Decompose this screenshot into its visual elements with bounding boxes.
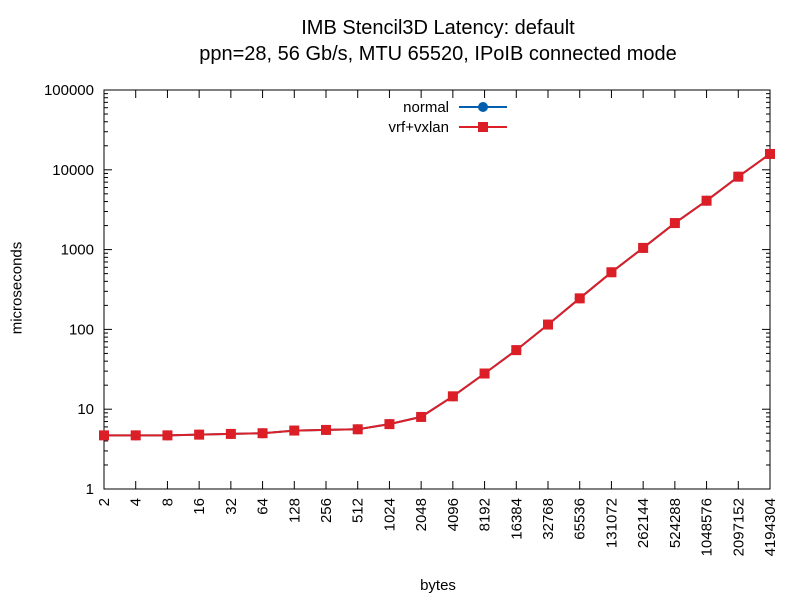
- data-point: [606, 267, 617, 278]
- x-tick-label: 64: [255, 498, 272, 515]
- data-point: [162, 430, 173, 441]
- series-line-0: [104, 153, 771, 437]
- data-point: [225, 428, 236, 439]
- x-tick-label: 32: [223, 498, 240, 515]
- x-tick-label: 32768: [540, 498, 557, 540]
- y-tick-label: 100000: [44, 82, 94, 99]
- legend-label: vrf+vxlan: [389, 119, 449, 136]
- data-point: [289, 425, 300, 436]
- data-point: [447, 391, 458, 402]
- data-point: [321, 424, 331, 435]
- data-point: [765, 148, 775, 159]
- y-tick-label: 10: [77, 401, 94, 418]
- y-tick-label: 10000: [52, 162, 94, 179]
- x-tick-label: 262144: [635, 498, 652, 548]
- data-point: [733, 171, 744, 182]
- x-tick-label: 512: [350, 498, 367, 523]
- x-tick-label: 256: [318, 498, 335, 523]
- x-tick-label: 4096: [445, 498, 462, 531]
- legend-marker: [478, 102, 488, 112]
- x-tick-label: 16384: [508, 498, 525, 540]
- data-point: [669, 218, 680, 229]
- x-tick-label: 65536: [572, 498, 589, 540]
- plot-area-frame: [103, 89, 771, 490]
- legend-label: normal: [403, 99, 449, 116]
- data-point: [479, 368, 490, 379]
- data-point: [99, 430, 109, 441]
- series-line-1: [104, 153, 771, 437]
- data-point: [701, 195, 712, 206]
- data-point: [352, 424, 363, 435]
- x-tick-label: 2097152: [730, 498, 747, 556]
- y-tick-label: 1: [86, 481, 94, 498]
- data-point: [194, 429, 205, 440]
- x-tick-label: 524288: [667, 498, 684, 548]
- data-point: [574, 293, 585, 304]
- y-tick-label: 1000: [61, 242, 94, 259]
- x-tick-label: 2: [96, 498, 113, 506]
- x-tick-label: 8192: [477, 498, 494, 531]
- y-tick-label: 100: [69, 321, 94, 338]
- x-tick-label: 4: [128, 498, 145, 506]
- legend-marker: [478, 122, 488, 132]
- x-tick-label: 8: [159, 498, 176, 506]
- x-tick-label: 16: [191, 498, 208, 515]
- x-tick-label: 4194304: [762, 498, 779, 556]
- x-tick-label: 128: [286, 498, 303, 523]
- x-tick-label: 1048576: [699, 498, 716, 556]
- data-point: [257, 428, 268, 439]
- chart-subtitle: ppn=28, 56 Gb/s, MTU 65520, IPoIB connec…: [199, 43, 677, 65]
- data-point: [511, 345, 522, 356]
- x-tick-label: 1024: [381, 498, 398, 531]
- chart-title: IMB Stencil3D Latency: default: [301, 17, 575, 39]
- x-axis-label: bytes: [420, 577, 456, 594]
- data-point: [638, 242, 649, 253]
- data-point: [416, 411, 427, 422]
- data-point: [543, 319, 553, 330]
- x-tick-label: 131072: [603, 498, 620, 548]
- data-point: [130, 430, 141, 441]
- data-point: [384, 419, 395, 430]
- x-tick-label: 2048: [413, 498, 430, 531]
